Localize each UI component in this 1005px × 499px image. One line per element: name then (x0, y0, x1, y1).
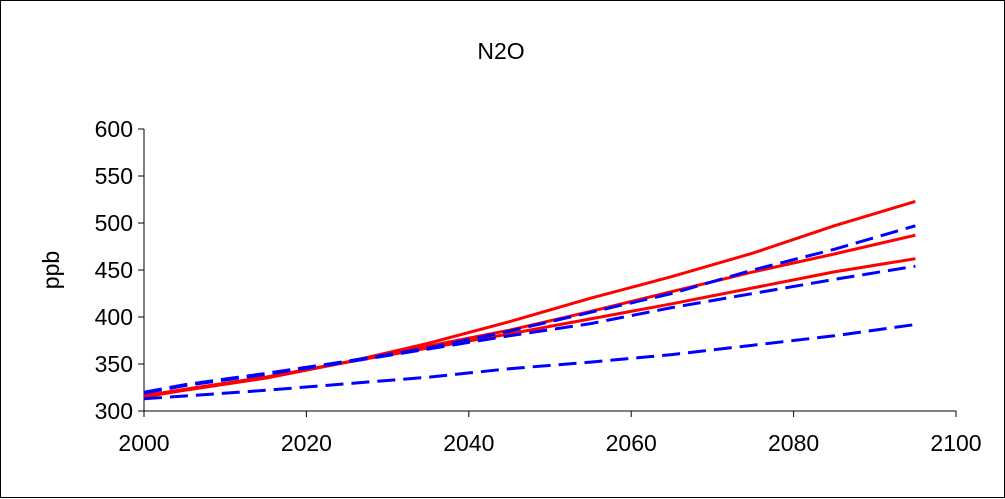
y-tick-label: 500 (95, 210, 133, 236)
y-axis-label: ppb (38, 251, 64, 289)
x-tick-label: 2000 (118, 430, 169, 456)
x-tick-label: 2080 (768, 430, 819, 456)
y-tick-label: 300 (95, 398, 133, 424)
x-tick-label: 2060 (606, 430, 657, 456)
x-tick-label: 2040 (443, 430, 494, 456)
series-line-5 (143, 264, 916, 395)
y-tick-label: 550 (95, 163, 133, 189)
chart-title: N2O (477, 38, 524, 64)
series-line-1 (143, 199, 916, 399)
series-line-6 (143, 323, 916, 401)
x-tick-label: 2020 (281, 430, 332, 456)
y-tick-label: 400 (95, 304, 133, 330)
x-tick-label: 2100 (930, 430, 981, 456)
series-line-3 (143, 257, 916, 398)
y-tick-label: 450 (95, 257, 133, 283)
y-tick-label: 350 (95, 351, 133, 377)
plot-area: 300 350 400 450 500 550 600 2000 2020 2040 2060 208… (95, 116, 982, 456)
series-line-4 (143, 224, 916, 394)
y-tick-label: 600 (95, 116, 133, 142)
